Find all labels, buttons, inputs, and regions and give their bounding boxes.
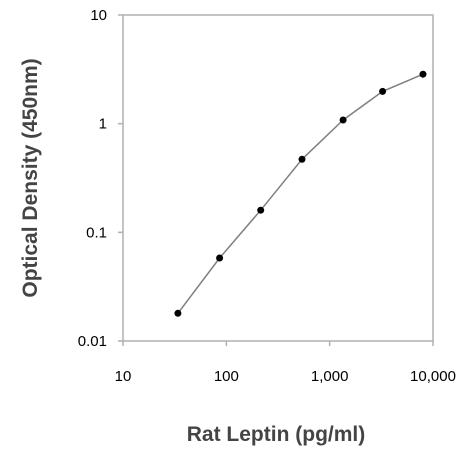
data-point [419, 70, 427, 78]
data-point [174, 309, 182, 317]
x-tick-label: 1,000 [311, 368, 349, 385]
x-tick-label: 10,000 [410, 368, 456, 385]
y-tick-label: 0.1 [86, 224, 107, 241]
x-axis: 10 100 1,000 10,000 [115, 341, 456, 385]
data-point [379, 87, 387, 95]
series-line [177, 73, 424, 314]
y-axis-title: Optical Density (450nm) [19, 58, 42, 297]
data-point [298, 155, 306, 163]
y-tick-label: 1 [99, 116, 107, 133]
y-tick-label: 0.01 [78, 333, 107, 350]
plot-area [122, 14, 434, 342]
series-layer [174, 70, 427, 317]
data-point [216, 254, 224, 262]
data-point [257, 206, 265, 214]
x-axis-title: Rat Leptin (pg/ml) [187, 423, 365, 446]
y-tick-label: 10 [90, 7, 107, 24]
x-tick-label: 10 [115, 368, 132, 385]
data-point [339, 116, 347, 124]
plot-border [122, 14, 434, 342]
y-axis: 0.01 0.1 1 10 [78, 7, 123, 350]
x-tick-label: 100 [214, 368, 239, 385]
